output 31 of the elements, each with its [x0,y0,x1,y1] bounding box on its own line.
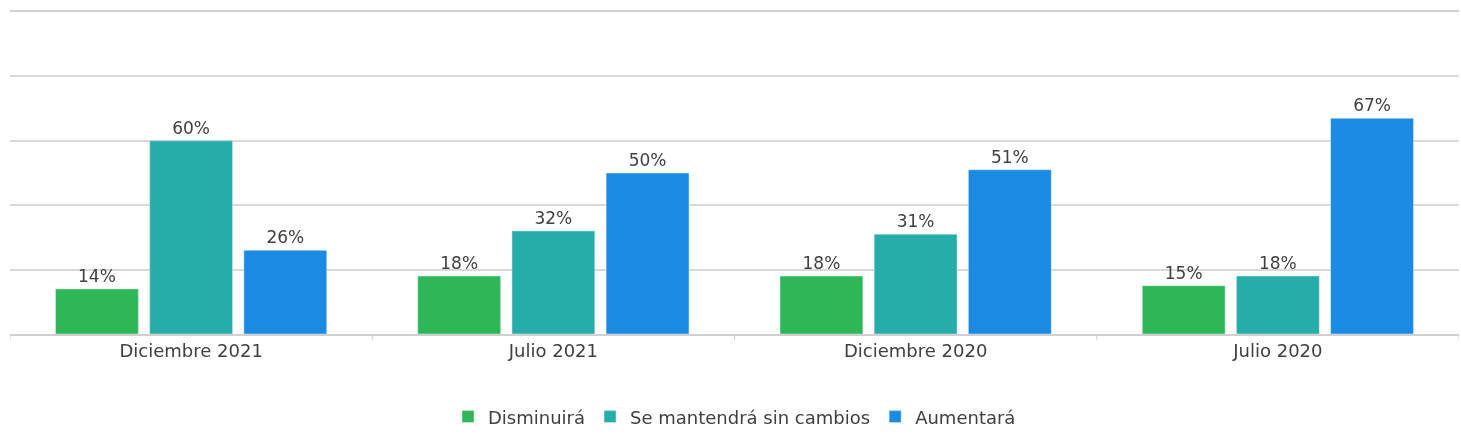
bar [149,140,233,334]
bar [417,275,501,334]
data-label: 51% [990,146,1029,167]
data-label: 26% [266,227,305,248]
data-label: 31% [896,211,935,232]
data-label: 67% [1353,95,1391,116]
bar [55,288,139,334]
data-label: 60% [172,117,211,138]
legend-label: Disminuirá [488,406,586,428]
x-tick-label: Diciembre 2020 [843,340,988,362]
bar [873,233,958,334]
bar [1142,285,1226,334]
bar [1236,275,1320,334]
x-tick-label: Julio 2021 [507,340,599,362]
bar [779,275,864,334]
bar [511,230,596,334]
data-label: 32% [534,207,573,228]
data-label: 18% [1258,253,1297,274]
bar [1330,118,1414,334]
data-label: 15% [1164,262,1203,283]
data-label: 50% [628,150,667,170]
data-label: 14% [78,265,116,286]
x-tick-label: Diciembre 2021 [119,340,263,362]
x-tick-label: Julio 2020 [1232,340,1323,362]
data-label: 18% [440,253,479,274]
bar [605,172,690,334]
data-label: 18% [802,253,841,274]
bar [243,250,327,334]
bar [968,169,1052,334]
legend-label: Aumentará [915,406,1016,428]
legend-label: Se mantendrá sin cambios [630,406,871,428]
